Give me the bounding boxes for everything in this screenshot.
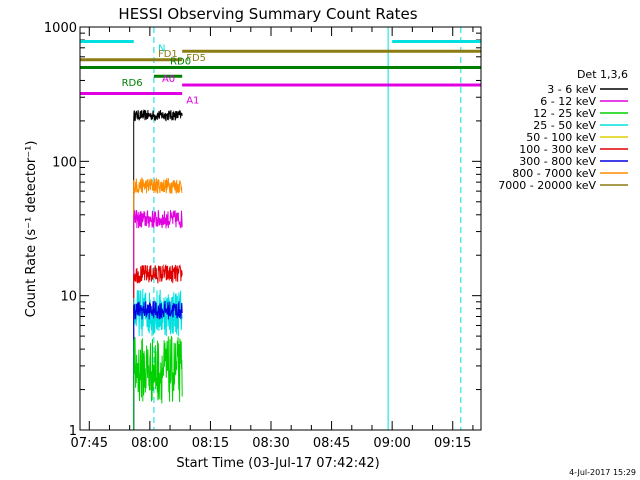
legend-label: 3 - 6 keV — [547, 83, 596, 96]
legend-label: 12 - 25 keV — [533, 107, 596, 120]
x-tick-label: 08:00 — [131, 436, 168, 451]
state-label-rd6: RD6 — [122, 78, 143, 89]
x-tick-label: 07:45 — [71, 436, 108, 451]
legend-label: 300 - 800 keV — [519, 155, 596, 168]
state-label-fd5: FD5 — [186, 53, 206, 64]
x-tick-label: 08:30 — [252, 436, 289, 451]
state-label-n: N — [158, 43, 165, 54]
x-tick-label: 09:00 — [373, 436, 410, 451]
x-axis-label: Start Time (03-Jul-17 07:42:42) — [176, 456, 379, 471]
x-tick-label: 08:45 — [313, 436, 350, 451]
x-tick-label: 09:15 — [434, 436, 471, 451]
y-tick-label: 100 — [52, 155, 77, 170]
y-tick-label: 1000 — [44, 21, 77, 36]
chart-title: HESSI Observing Summary Count Rates — [118, 5, 417, 23]
series-line-800-7000-kev — [133, 177, 183, 430]
footer-date: 4-Jul-2017 15:29 — [569, 468, 636, 477]
y-axis-label: Count Rate (s⁻¹ detector⁻¹) — [24, 141, 39, 318]
series-line-100-300-kev — [133, 263, 183, 430]
legend-label: 7000 - 20000 keV — [498, 179, 596, 192]
y-tick-label: 1 — [69, 424, 77, 439]
series-line-3-6-kev — [133, 109, 183, 430]
plot-frame — [79, 26, 482, 431]
legend-label: 50 - 100 keV — [526, 131, 596, 144]
state-label-a0: A0 — [162, 74, 175, 85]
legend-label: 100 - 300 keV — [519, 143, 596, 156]
y-tick-label: 10 — [60, 290, 77, 305]
series-line-300-800-kev — [133, 300, 183, 430]
x-tick-label: 08:15 — [192, 436, 229, 451]
legend-label: 800 - 7000 keV — [512, 167, 596, 180]
state-label-fd1: FD1 — [158, 49, 178, 60]
legend-label: 6 - 12 keV — [540, 95, 596, 108]
series-line-12-25-kev — [133, 335, 183, 430]
state-label-rd0: RD0 — [170, 56, 191, 67]
legend-label: 25 - 50 keV — [533, 119, 596, 132]
state-label-a1: A1 — [186, 95, 199, 106]
legend-title: Det 1,3,6 — [577, 68, 628, 81]
series-line-6-12-kev — [133, 209, 183, 430]
